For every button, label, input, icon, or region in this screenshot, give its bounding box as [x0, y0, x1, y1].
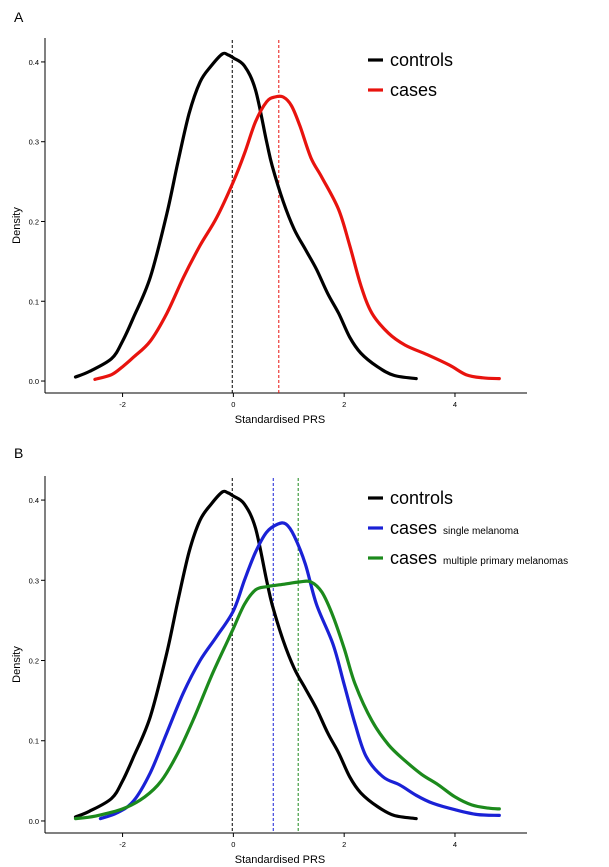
y-tick-label: 0.0 — [29, 377, 39, 386]
y-tick-label: 0.4 — [29, 58, 39, 67]
x-tick-label: 0 — [231, 840, 235, 849]
density-curve — [93, 94, 501, 381]
y-tick-label: 0.4 — [29, 496, 39, 505]
legend-label: cases single melanoma — [390, 518, 519, 538]
y-axis-label: Density — [11, 207, 23, 244]
y-tick-label: 0.0 — [29, 817, 39, 826]
y-tick-label: 0.2 — [29, 217, 39, 226]
legend-label: controls — [390, 50, 453, 70]
density-curve — [73, 579, 501, 821]
x-axis-label: Standardised PRS — [235, 854, 326, 866]
legend-label: controls — [390, 488, 453, 508]
chart-panel-a: A 0.0 0.1 0.2 0.3 0.4 -2 0 2 4 Standardised PRS Den… — [11, 9, 527, 426]
x-axis-label: Standardised PRS — [235, 414, 326, 426]
density-curve — [73, 51, 418, 381]
x-tick-label: 2 — [342, 840, 346, 849]
legend-label: cases multiple primary melanomas — [390, 548, 568, 568]
y-tick-label: 0.2 — [29, 657, 39, 666]
x-tick-label: 2 — [342, 400, 346, 409]
legend-sublabel: single melanoma — [443, 526, 519, 537]
chart-panel-b: B 0.0 0.1 0.2 0.3 0.4 -2 0 2 4 Standardised PRS Den… — [11, 445, 568, 866]
y-tick-label: 0.3 — [29, 138, 39, 147]
panel-letter: A — [14, 9, 24, 25]
y-tick-label: 0.1 — [29, 737, 39, 746]
legend-label: cases — [390, 80, 437, 100]
x-tick-label: 4 — [453, 400, 457, 409]
density-curve — [73, 489, 418, 821]
density-curve — [98, 521, 501, 821]
x-tick-label: -2 — [119, 400, 126, 409]
x-tick-label: 4 — [453, 840, 457, 849]
panel-letter: B — [14, 445, 23, 461]
x-tick-label: 0 — [231, 400, 235, 409]
legend-sublabel: multiple primary melanomas — [443, 556, 568, 567]
y-tick-label: 0.1 — [29, 297, 39, 306]
y-tick-label: 0.3 — [29, 576, 39, 585]
x-tick-label: -2 — [119, 840, 126, 849]
y-axis-label: Density — [11, 646, 23, 683]
